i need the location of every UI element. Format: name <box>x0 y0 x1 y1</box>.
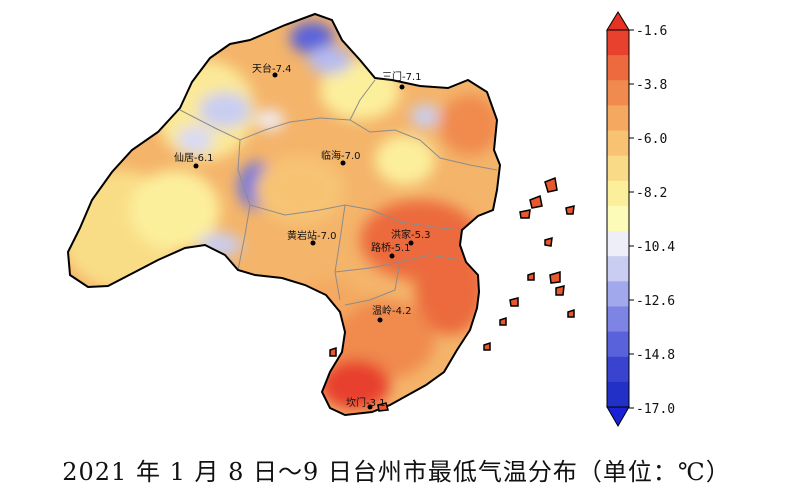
colorbar-band <box>607 331 629 358</box>
colorbar-band <box>607 381 629 408</box>
station-label-huangyan: 黄岩站-7.0 <box>287 229 337 242</box>
temperature-map: 天台-7.4 三门-7.1 仙居-6.1 临海-7.0 黄岩站-7.0 洪家-5… <box>66 11 675 427</box>
colorbar-tick-label: -17.0 <box>636 402 675 417</box>
colorbar-band <box>607 281 629 307</box>
station-dot-huangyan <box>310 240 316 246</box>
colorbar-band <box>607 30 629 56</box>
islands <box>329 176 575 412</box>
colorbar-tick-label: -8.2 <box>636 186 667 201</box>
county-boundaries <box>179 79 498 306</box>
station-label-wenling: 温岭-4.2 <box>372 304 412 317</box>
station-dot-linhai <box>340 160 346 166</box>
colorbar-band <box>607 180 629 207</box>
colorbar-band <box>607 356 629 383</box>
station-label-hongjia: 洪家-5.3 <box>391 228 431 241</box>
colorbar-band <box>607 155 629 182</box>
station-label-luqiao: 路桥-5.1 <box>371 241 411 254</box>
colorbar-band <box>607 55 629 81</box>
colorbar-band <box>607 80 629 106</box>
station-label-xianju: 仙居-6.1 <box>174 151 214 164</box>
colorbar-band <box>607 105 629 132</box>
colorbar-bottom-arrow <box>606 406 630 427</box>
colorbar-band <box>607 231 629 257</box>
station-dot-tiantai <box>272 72 278 78</box>
colorbar-tick-label: -12.6 <box>636 294 675 309</box>
colorbar-top-arrow <box>606 11 630 31</box>
station-dot-kanmen <box>367 404 373 410</box>
colorbar-ticks: -1.6 -3.8 -6.0 -8.2 -10.4 -12.6 -14.8 -17.0 <box>629 24 675 417</box>
colorbar-tick-label: -1.6 <box>636 24 667 39</box>
station-dot-wenling <box>377 317 383 323</box>
station-label-tiantai: 天台-7.4 <box>252 62 292 75</box>
station-dot-xianju <box>193 163 199 169</box>
colorbar-bands <box>607 30 629 408</box>
colorbar-tick-label: -3.8 <box>636 78 667 93</box>
station-label-sanmen: 三门-7.1 <box>382 70 422 83</box>
colorbar-band <box>607 130 629 157</box>
station-dot-luqiao <box>389 253 395 259</box>
colorbar-band <box>607 256 629 282</box>
colorbar-band <box>607 306 629 333</box>
map-caption: 2021 年 1 月 8 日～9 日台州市最低气温分布（单位：℃） <box>62 458 731 486</box>
station-dot-sanmen <box>399 84 405 90</box>
coastline <box>66 12 502 417</box>
station-label-kanmen: 坎门-3.1 <box>346 396 386 409</box>
colorbar: -1.6 -3.8 -6.0 -8.2 -10.4 -12.6 -14.8 -17.0 <box>606 11 675 427</box>
colorbar-band <box>607 205 629 232</box>
station-dot-hongjia <box>408 240 414 246</box>
colorbar-tick-label: -14.8 <box>636 348 675 363</box>
station-label-linhai: 临海-7.0 <box>321 149 361 162</box>
station-layer: 天台-7.4 三门-7.1 仙居-6.1 临海-7.0 黄岩站-7.0 洪家-5… <box>174 62 431 410</box>
colorbar-tick-label: -6.0 <box>636 132 667 147</box>
colorbar-frame <box>606 29 630 408</box>
colorbar-tick-label: -10.4 <box>636 240 675 255</box>
